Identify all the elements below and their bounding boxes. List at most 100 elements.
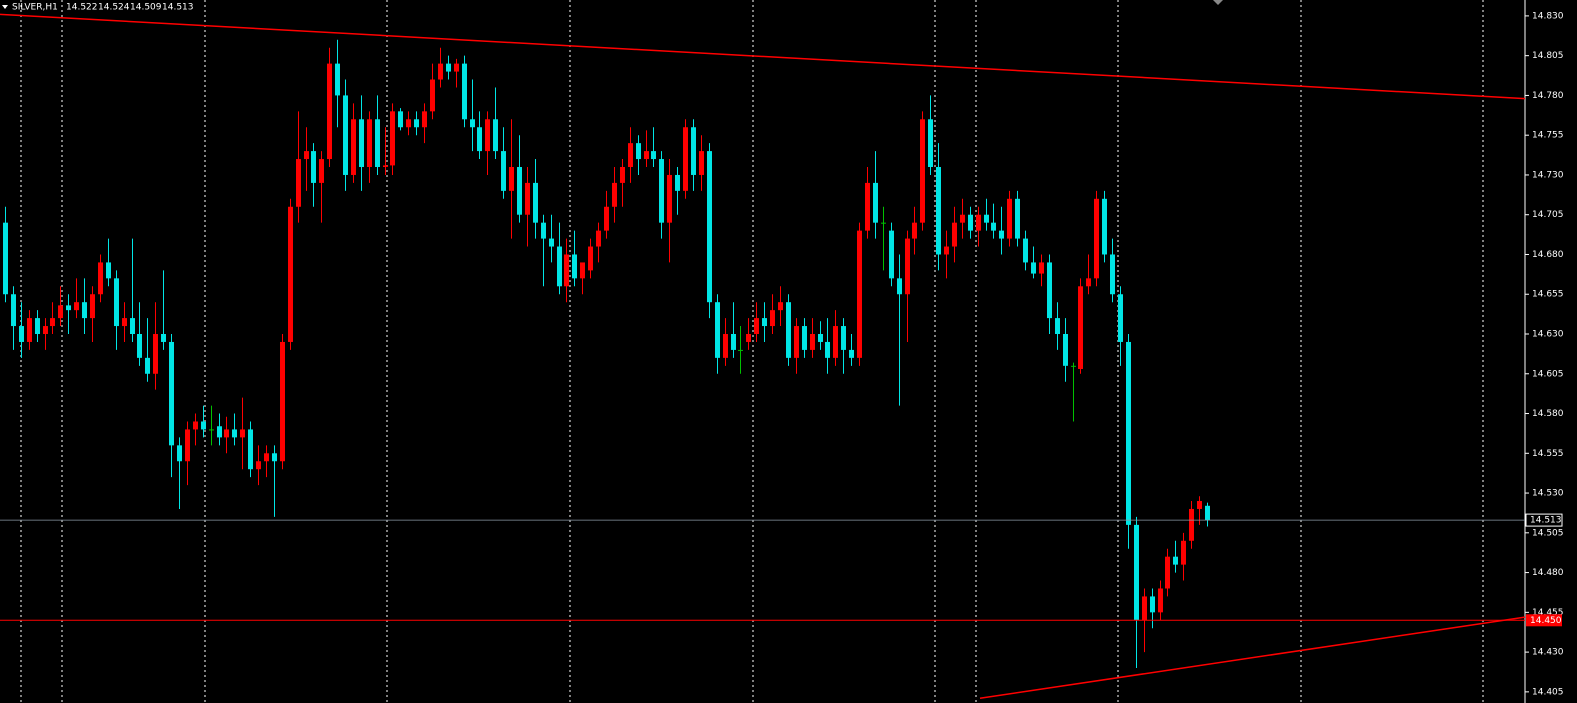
candle-body <box>493 119 498 152</box>
candle-body <box>185 429 190 462</box>
candle-body <box>920 119 925 223</box>
candle-body <box>636 143 641 160</box>
candle-body <box>580 262 585 279</box>
candle-body <box>833 326 838 358</box>
candle-body <box>335 63 340 96</box>
candle-body <box>367 119 372 168</box>
level-box <box>1526 614 1562 627</box>
candle-body <box>343 95 348 175</box>
candle-body <box>533 182 538 223</box>
candle-body <box>746 334 751 342</box>
candle-body <box>1134 524 1139 621</box>
candle-body <box>106 262 111 279</box>
candle-body <box>786 302 791 358</box>
candle-body <box>1189 508 1194 541</box>
candle-body <box>319 159 324 183</box>
candle-body <box>762 318 767 327</box>
candle-body <box>1039 262 1044 274</box>
y-tick-label: 14.505 <box>1532 528 1564 538</box>
candle-body <box>604 206 609 231</box>
candle-body <box>778 302 783 311</box>
candle-body <box>327 63 332 160</box>
candle-body <box>311 151 316 183</box>
candle-body <box>27 318 32 342</box>
candle-body <box>1047 262 1052 319</box>
candle-body <box>794 326 799 358</box>
candle-body <box>122 318 127 327</box>
header-close: 14.513 <box>162 3 194 13</box>
candle-body <box>248 429 253 470</box>
candle-body <box>517 167 522 215</box>
candle-body <box>881 222 886 224</box>
candle-body <box>74 302 79 311</box>
y-tick-label: 14.530 <box>1532 489 1564 499</box>
candle-body <box>50 318 55 327</box>
symbol: SILVER,H1 <box>12 3 58 13</box>
candle-body <box>723 334 728 358</box>
candle-body <box>1078 286 1083 369</box>
candle-body <box>43 326 48 335</box>
candle-body <box>612 182 617 207</box>
candle-body <box>58 305 63 319</box>
candle-body <box>201 421 206 430</box>
candle-body <box>976 214 981 231</box>
candle-body <box>240 429 245 438</box>
candle-body <box>944 246 949 255</box>
trendline <box>979 616 1526 699</box>
y-tick-label: 14.805 <box>1532 51 1564 61</box>
candle-body <box>596 230 601 247</box>
candle-body <box>485 119 490 152</box>
candle-body <box>707 151 712 303</box>
candle-body <box>770 310 775 327</box>
candle-body <box>137 334 142 358</box>
candle-body <box>477 127 482 152</box>
y-tick-label: 14.680 <box>1532 250 1564 260</box>
candle-body <box>731 334 736 350</box>
candle-body <box>644 151 649 160</box>
candle-body <box>1126 341 1131 525</box>
candle-body <box>541 222 546 239</box>
candle-body <box>256 461 261 470</box>
candle-body <box>818 334 823 342</box>
candle-body <box>454 63 459 72</box>
candle-body <box>296 159 301 207</box>
candle-body <box>1023 238 1028 263</box>
bid-box <box>1525 513 1563 527</box>
y-tick-label: 14.730 <box>1532 170 1564 180</box>
bid-label: 14.513 <box>1530 516 1562 526</box>
candle-body <box>288 206 293 342</box>
candle-body <box>849 349 854 358</box>
y-tick-label: 14.630 <box>1532 330 1564 340</box>
candle-body <box>217 426 222 438</box>
candle-body <box>145 357 150 374</box>
candle-body <box>1197 501 1202 509</box>
header-low: 14.509 <box>130 3 162 13</box>
candle-body <box>691 127 696 175</box>
candle-body <box>873 182 878 223</box>
marker <box>1213 0 1223 5</box>
candle-body <box>82 302 87 319</box>
candle-body <box>675 174 680 191</box>
header-high: 14.524 <box>98 3 130 13</box>
candle-body <box>557 246 562 287</box>
candle-body <box>422 111 427 128</box>
candle-body <box>19 326 24 342</box>
candle-body <box>1165 556 1170 589</box>
candle-body <box>699 151 704 175</box>
y-tick-label: 14.755 <box>1532 131 1564 141</box>
candle-body <box>754 318 759 335</box>
candle-body <box>1015 198 1020 239</box>
candle-body <box>999 230 1004 239</box>
candle-body <box>802 326 807 350</box>
candle-body <box>1142 596 1147 621</box>
candle-body <box>841 326 846 350</box>
candle-body <box>1102 198 1107 255</box>
candle-body <box>564 254 569 287</box>
candle-body <box>390 111 395 166</box>
candle-body <box>193 421 198 430</box>
candle-body <box>659 159 664 223</box>
candle-body <box>857 230 862 358</box>
candle-body <box>952 222 957 247</box>
candle-body <box>177 445 182 462</box>
